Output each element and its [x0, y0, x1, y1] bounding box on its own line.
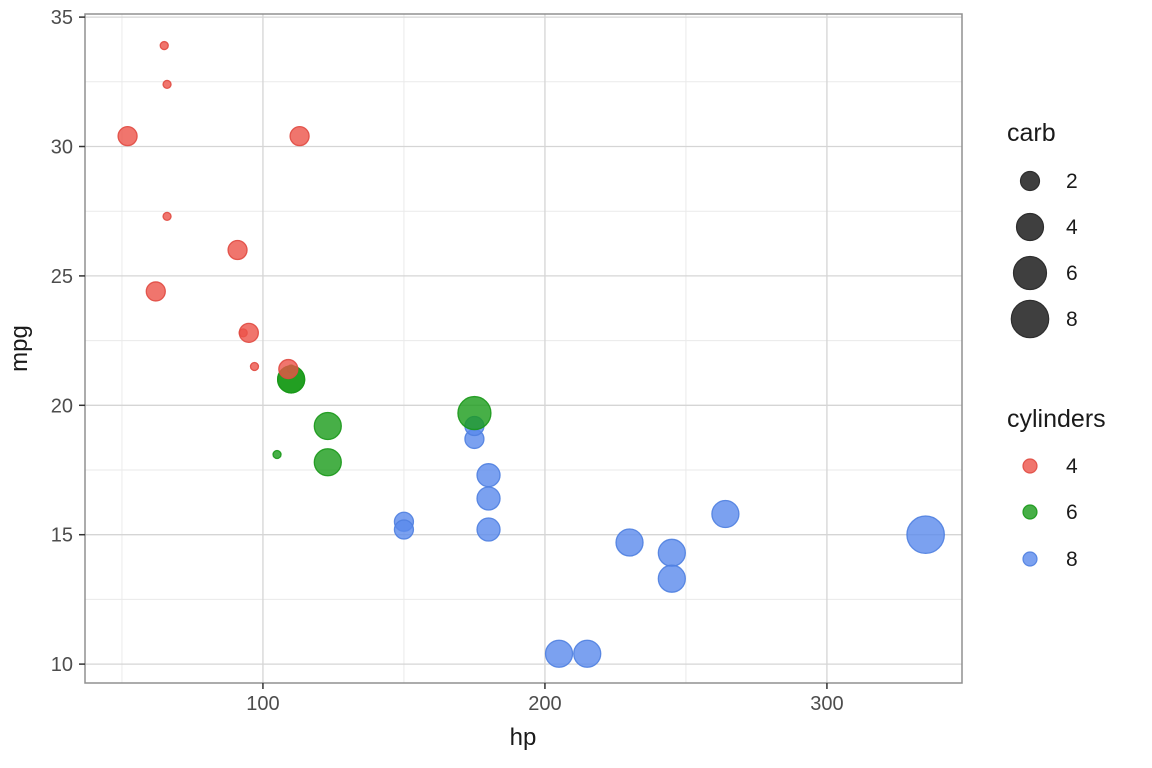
- y-axis-tick-label: 30: [51, 137, 73, 159]
- data-point: [162, 211, 172, 222]
- y-axis-tick-label: 10: [51, 654, 73, 676]
- data-point: [657, 538, 686, 567]
- legend-cylinders-key: [1022, 458, 1038, 474]
- legend-carb-label: 4: [1066, 216, 1078, 239]
- data-point: [145, 281, 166, 302]
- data-point: [476, 486, 501, 511]
- legend-title-cylinders: cylinders: [1007, 405, 1106, 433]
- panel-border: [84, 13, 963, 684]
- legend-cylinders-key: [1022, 551, 1038, 567]
- data-point: [657, 564, 686, 593]
- data-point: [117, 126, 138, 147]
- data-point: [544, 639, 574, 668]
- legend-carb-key: [1012, 255, 1048, 291]
- data-point: [272, 449, 282, 460]
- legend-carb-label: 6: [1066, 262, 1078, 285]
- y-axis-tick-label: 35: [51, 7, 73, 29]
- data-point: [249, 361, 260, 372]
- data-point: [906, 515, 945, 555]
- data-point: [313, 448, 342, 477]
- legend-carb-label: 2: [1066, 170, 1078, 193]
- legend-carb-key: [1019, 170, 1041, 192]
- data-point: [313, 411, 342, 441]
- data-point: [476, 463, 501, 488]
- data-point: [711, 499, 740, 529]
- legend-carb-label: 8: [1066, 308, 1078, 331]
- data-point: [457, 395, 492, 431]
- legend-cylinders-label: 8: [1066, 548, 1078, 571]
- x-axis-title: hp: [510, 724, 537, 751]
- legend-title-carb: carb: [1007, 119, 1056, 147]
- data-point: [227, 239, 248, 261]
- x-axis-tick-label: 200: [528, 693, 561, 715]
- legend-cylinders-key: [1022, 504, 1038, 520]
- y-axis-tick-label: 15: [51, 525, 73, 547]
- data-point: [162, 79, 172, 90]
- data-point: [573, 639, 602, 668]
- y-axis-title: mpg: [6, 325, 33, 372]
- y-axis-tick-label: 20: [51, 395, 73, 417]
- y-axis-tick-label: 25: [51, 266, 73, 288]
- data-point: [238, 322, 259, 343]
- legend-carb-key: [1010, 299, 1050, 339]
- legend-cylinders-label: 4: [1066, 455, 1078, 478]
- legend-cylinders-label: 6: [1066, 501, 1078, 524]
- x-axis-tick-label: 300: [810, 693, 843, 715]
- data-point: [278, 358, 299, 380]
- data-point: [159, 40, 169, 51]
- data-point: [476, 517, 501, 542]
- legend-carb-key: [1015, 212, 1045, 242]
- x-axis-tick-label: 100: [246, 693, 279, 715]
- data-point: [615, 528, 644, 557]
- data-point: [289, 126, 310, 147]
- data-point: [393, 519, 415, 540]
